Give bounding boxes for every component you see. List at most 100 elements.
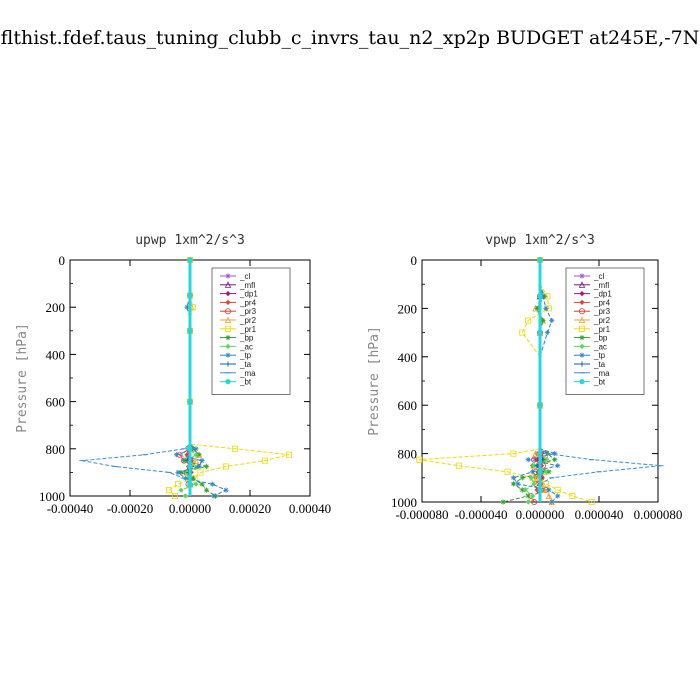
x-tick-label: 0.000080	[634, 507, 683, 522]
data-point	[510, 450, 517, 457]
chart-panel-2: vpwp 1xm^2/s^3 Pressure [hPa] 0 200 400 600 80…	[367, 233, 682, 522]
x-tick-label: -0.00040	[47, 501, 94, 516]
data-point	[588, 498, 595, 505]
data-point	[184, 452, 190, 458]
legend-marker	[225, 335, 231, 341]
legend: _cl_mfl_dp1_pr4_pr3_pr2_pr1_bp_ac_tp_ta_…	[211, 267, 291, 395]
legend-marker	[579, 325, 586, 332]
x-tick-label: 0.00020	[229, 501, 271, 516]
data-point	[187, 446, 193, 452]
data-point	[196, 463, 202, 470]
legend-item: _mfl	[220, 281, 255, 290]
data-point	[545, 492, 553, 499]
data-point	[530, 493, 536, 499]
y-axis-label: Pressure [hPa]	[367, 326, 382, 436]
data-point	[543, 469, 549, 475]
data-point	[541, 486, 548, 493]
legend-marker	[578, 281, 586, 288]
data-point	[537, 293, 543, 299]
legend-marker	[224, 325, 231, 332]
data-point	[555, 463, 561, 469]
legend-marker	[224, 308, 231, 315]
legend-item: _ma	[574, 369, 610, 378]
x-tick-label: 0.000000	[516, 507, 565, 522]
data-point	[181, 458, 187, 464]
data-point	[500, 499, 506, 505]
legend-label: _mfl	[239, 281, 255, 290]
legend-item: _ac	[574, 342, 607, 351]
legend-marker	[225, 291, 231, 297]
data-point	[537, 402, 543, 408]
legend-marker	[225, 361, 231, 367]
legend-label: _tp	[239, 351, 252, 360]
data-point	[537, 487, 543, 493]
legend-label: _pr4	[593, 298, 611, 307]
legend-marker	[225, 379, 231, 385]
data-point	[187, 328, 193, 334]
x-tick-label: -0.00020	[107, 501, 154, 516]
legend-marker	[224, 316, 232, 324]
legend-item: _ta	[574, 360, 606, 369]
data-point	[519, 487, 525, 493]
legend-item: _ac	[220, 342, 253, 351]
data-point	[187, 399, 193, 405]
data-point	[196, 452, 202, 458]
y-axis-label: Pressure [hPa]	[15, 323, 30, 433]
x-tick-label: -0.000040	[454, 507, 507, 522]
data-point	[231, 445, 238, 452]
legend-marker	[225, 343, 231, 349]
legend-label: _ma	[593, 369, 610, 378]
y-tick-label: 600	[398, 398, 418, 413]
data-point	[554, 486, 561, 493]
legend-label: _pr1	[593, 325, 611, 334]
legend-marker	[579, 379, 585, 385]
legend-item: _ta	[220, 360, 252, 369]
y-tick-label: 400	[398, 350, 418, 365]
data-point	[549, 499, 555, 505]
legend-item: _bp	[220, 334, 254, 343]
legend-item: _tp	[220, 351, 252, 360]
legend-label: _cl	[593, 272, 604, 281]
legend-label: _mfl	[593, 281, 609, 290]
panel-title: upwp 1xm^2/s^3	[135, 233, 245, 248]
data-point	[534, 305, 540, 311]
data-point	[193, 446, 199, 452]
data-point	[175, 469, 181, 475]
legend-item: _ma	[220, 369, 256, 378]
data-point	[531, 481, 537, 487]
data-point	[199, 458, 205, 464]
y-tick-label: 600	[46, 395, 66, 410]
legend-label: _ta	[239, 360, 252, 369]
figure-title: flthist.fdef.taus_tuning_clubb_c_invrs_t…	[1, 27, 700, 49]
data-point	[525, 317, 532, 324]
y-tick-label: 200	[398, 301, 418, 316]
data-point	[552, 457, 558, 463]
data-point	[187, 481, 193, 487]
legend-item: _pr2	[220, 316, 257, 325]
x-tick-label: 0.00000	[169, 501, 211, 516]
legend-item: _pr3	[220, 307, 257, 316]
panel-title: vpwp 1xm^2/s^3	[485, 233, 595, 248]
legend-label: _bt	[239, 378, 252, 387]
data-point	[174, 481, 181, 488]
data-point	[222, 463, 229, 470]
data-point	[187, 463, 193, 470]
legend-label: _ma	[239, 369, 256, 378]
y-tick-label: 400	[46, 347, 66, 362]
data-point	[546, 487, 552, 493]
data-point	[285, 451, 292, 458]
data-point	[537, 257, 543, 263]
data-point	[178, 469, 184, 475]
legend-marker	[579, 291, 585, 297]
legend-item: _pr4	[574, 298, 611, 307]
legend-item: _cl	[574, 272, 604, 281]
legend-label: _cl	[239, 272, 250, 281]
data-point	[416, 456, 423, 463]
legend-item: _dp1	[220, 290, 258, 299]
legend-label: _pr3	[593, 307, 611, 316]
legend-item: _dp1	[574, 290, 612, 299]
data-point	[519, 329, 526, 336]
legend-marker	[579, 361, 585, 367]
data-point	[569, 492, 576, 499]
y-tick-label: 200	[46, 300, 66, 315]
